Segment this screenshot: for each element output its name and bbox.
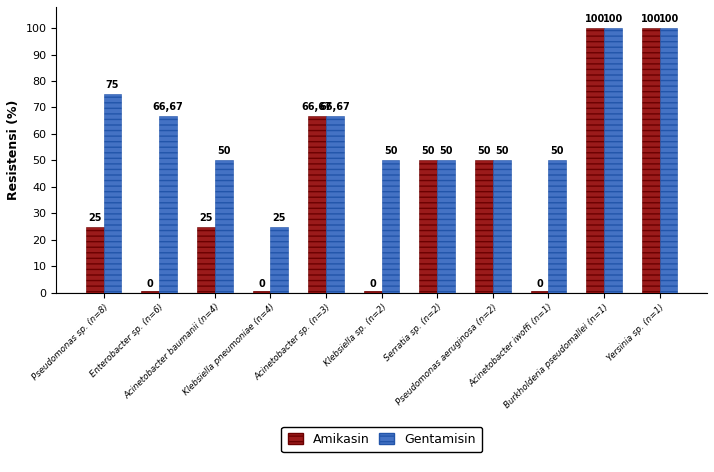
Bar (437, 160, 455, 293)
Text: 100: 100 (658, 14, 679, 24)
Text: 66,67: 66,67 (302, 102, 333, 112)
Bar (475, 160, 493, 293)
Bar (86, 227, 104, 293)
Bar (308, 116, 326, 293)
Bar (159, 116, 177, 293)
Bar (604, 28, 622, 293)
Text: 50: 50 (477, 146, 491, 156)
Text: 50: 50 (217, 146, 231, 156)
Text: 50: 50 (495, 146, 508, 156)
Y-axis label: Resistensi (%): Resistensi (%) (7, 100, 20, 200)
Bar (531, 291, 548, 293)
Text: 0: 0 (258, 278, 265, 289)
Bar (104, 94, 121, 293)
Bar (586, 28, 604, 293)
Bar (197, 227, 215, 293)
Text: 100: 100 (585, 14, 605, 24)
Text: 50: 50 (384, 146, 397, 156)
Text: 25: 25 (273, 212, 286, 222)
Bar (660, 28, 678, 293)
Text: 0: 0 (147, 278, 154, 289)
Bar (271, 227, 288, 293)
Text: 75: 75 (106, 80, 119, 90)
Bar (141, 291, 159, 293)
Bar (382, 160, 399, 293)
Bar (419, 160, 437, 293)
Bar (493, 160, 511, 293)
Bar (548, 160, 566, 293)
Text: 100: 100 (640, 14, 661, 24)
Bar (642, 28, 660, 293)
Bar (326, 116, 344, 293)
Text: 25: 25 (199, 212, 213, 222)
Legend: Amikasin, Gentamisin: Amikasin, Gentamisin (281, 427, 482, 452)
Bar (364, 291, 382, 293)
Text: 25: 25 (88, 212, 101, 222)
Bar (215, 160, 233, 293)
Text: 66,67: 66,67 (153, 102, 183, 112)
Text: 50: 50 (421, 146, 435, 156)
Bar (253, 291, 271, 293)
Text: 100: 100 (603, 14, 623, 24)
Text: 66,67: 66,67 (320, 102, 351, 112)
Text: 0: 0 (536, 278, 543, 289)
Text: 0: 0 (369, 278, 376, 289)
Text: 50: 50 (439, 146, 453, 156)
Text: 50: 50 (550, 146, 564, 156)
